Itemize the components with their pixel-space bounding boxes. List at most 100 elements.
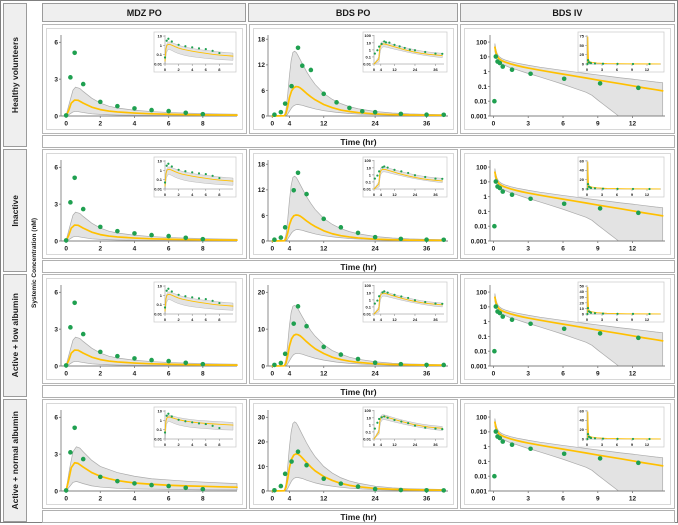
- svg-text:8: 8: [201, 371, 205, 378]
- svg-text:4: 4: [133, 371, 137, 378]
- chart-inactive-bds-po: 0 4 12 24 36 0 6 12 18 0 4 12 24 36 100 10 1 0.1 0.01: [252, 153, 454, 255]
- svg-text:4: 4: [287, 121, 291, 128]
- svg-text:0.01: 0.01: [363, 186, 372, 191]
- svg-text:6: 6: [616, 442, 619, 447]
- svg-text:4: 4: [287, 246, 291, 253]
- svg-text:36: 36: [433, 442, 438, 447]
- svg-text:0: 0: [270, 371, 274, 378]
- svg-text:6: 6: [205, 317, 208, 322]
- chart-cell: 0 3 6 9 12 100 10 1 0.1 0.01 0.001 0 3 6 9 12 0 25 50 75: [459, 24, 675, 134]
- svg-text:60: 60: [579, 158, 584, 163]
- svg-text:0: 0: [54, 113, 58, 120]
- column-header-bds-iv: BDS IV: [459, 3, 675, 22]
- svg-text:1: 1: [160, 418, 163, 423]
- x-axis-label: Time (hr): [42, 510, 675, 523]
- column-header-row: MDZ PO BDS PO BDS IV: [41, 2, 676, 23]
- svg-text:12: 12: [629, 121, 637, 128]
- svg-text:12: 12: [645, 442, 650, 447]
- svg-text:6: 6: [167, 121, 171, 128]
- svg-text:1: 1: [483, 69, 487, 76]
- svg-text:4: 4: [133, 246, 137, 253]
- svg-text:6: 6: [54, 165, 58, 172]
- svg-text:0: 0: [54, 363, 58, 370]
- svg-text:0.1: 0.1: [365, 304, 371, 309]
- svg-text:10: 10: [366, 290, 371, 295]
- svg-text:100: 100: [364, 33, 371, 38]
- chart-active-normal-albumin-bds-po: 0 4 12 24 36 0 10 20 30 0 4 12 24 36 100 10 1 0.1 0.01: [252, 403, 454, 505]
- svg-text:12: 12: [320, 371, 328, 378]
- svg-text:8: 8: [218, 317, 221, 322]
- svg-text:0.01: 0.01: [363, 311, 372, 316]
- svg-text:1: 1: [368, 422, 371, 427]
- svg-text:2: 2: [177, 317, 180, 322]
- svg-text:0.001: 0.001: [471, 113, 488, 120]
- row-label-active-normal-albumin: Active + normal albumin: [3, 399, 27, 522]
- svg-text:1: 1: [368, 47, 371, 52]
- svg-text:6: 6: [561, 121, 565, 128]
- chart-cell: 0 2 4 6 8 0 3 6 0 2 4 6 8 10 1 0.1 0.01: [42, 274, 247, 384]
- svg-text:40: 40: [579, 168, 584, 173]
- svg-text:0: 0: [372, 317, 375, 322]
- svg-text:20: 20: [579, 177, 584, 182]
- svg-text:0: 0: [372, 192, 375, 197]
- svg-text:36: 36: [423, 246, 431, 253]
- svg-text:0: 0: [261, 363, 265, 370]
- svg-text:12: 12: [257, 62, 265, 69]
- svg-text:30: 30: [579, 295, 584, 300]
- svg-text:9: 9: [596, 371, 600, 378]
- row-label-text: Active + normal albumin: [10, 411, 20, 510]
- svg-text:3: 3: [54, 327, 58, 334]
- svg-text:50: 50: [579, 284, 584, 289]
- svg-text:10: 10: [480, 429, 488, 436]
- svg-text:4: 4: [379, 317, 382, 322]
- svg-text:8: 8: [201, 121, 205, 128]
- svg-text:0: 0: [54, 238, 58, 245]
- row-label-text: Healthy volunteers: [10, 36, 20, 114]
- svg-text:12: 12: [392, 67, 397, 72]
- svg-text:0.1: 0.1: [478, 209, 487, 216]
- svg-text:12: 12: [645, 192, 650, 197]
- svg-text:24: 24: [371, 121, 379, 128]
- svg-text:10: 10: [480, 179, 488, 186]
- y-axis-label: Systemic Concentration (nM): [31, 217, 38, 308]
- row-label-active-low-albumin: Active + low albumin: [3, 274, 27, 397]
- svg-text:10: 10: [480, 304, 488, 311]
- svg-text:0.1: 0.1: [365, 179, 371, 184]
- svg-text:30: 30: [257, 415, 265, 422]
- svg-text:0.1: 0.1: [478, 334, 487, 341]
- chart-cell: 0 2 4 6 8 0 3 6 0 2 4 6 8 10 1 0.1 0.01: [42, 24, 247, 134]
- svg-text:0: 0: [492, 121, 496, 128]
- y-axis-label-column: Systemic Concentration (nM): [28, 2, 41, 523]
- svg-text:10: 10: [480, 54, 488, 61]
- svg-text:6: 6: [261, 213, 265, 220]
- svg-text:0: 0: [582, 311, 585, 316]
- svg-text:6: 6: [616, 67, 619, 72]
- svg-text:0: 0: [164, 192, 167, 197]
- svg-text:0.1: 0.1: [156, 427, 162, 432]
- svg-text:10: 10: [366, 40, 371, 45]
- svg-text:12: 12: [629, 246, 637, 253]
- svg-text:3: 3: [601, 317, 604, 322]
- svg-text:12: 12: [392, 317, 397, 322]
- svg-text:10: 10: [366, 165, 371, 170]
- chart-active-low-albumin-mdz-po: 0 2 4 6 8 0 3 6 0 2 4 6 8 10 1 0.1 0.01: [46, 278, 243, 380]
- svg-text:0: 0: [582, 186, 585, 191]
- svg-text:6: 6: [167, 496, 171, 503]
- svg-text:1: 1: [483, 194, 487, 201]
- svg-text:10: 10: [257, 327, 265, 334]
- svg-text:6: 6: [616, 192, 619, 197]
- svg-text:18: 18: [257, 162, 265, 169]
- svg-text:8: 8: [218, 442, 221, 447]
- svg-text:0: 0: [261, 113, 265, 120]
- svg-text:0.01: 0.01: [474, 474, 487, 481]
- svg-text:3: 3: [601, 442, 604, 447]
- svg-text:24: 24: [371, 496, 379, 503]
- svg-text:1: 1: [483, 319, 487, 326]
- svg-text:36: 36: [433, 192, 438, 197]
- svg-text:6: 6: [167, 371, 171, 378]
- svg-text:12: 12: [629, 371, 637, 378]
- row-label-healthy-volunteers: Healthy volunteers: [3, 3, 27, 147]
- svg-text:9: 9: [596, 121, 600, 128]
- svg-text:60: 60: [579, 408, 584, 413]
